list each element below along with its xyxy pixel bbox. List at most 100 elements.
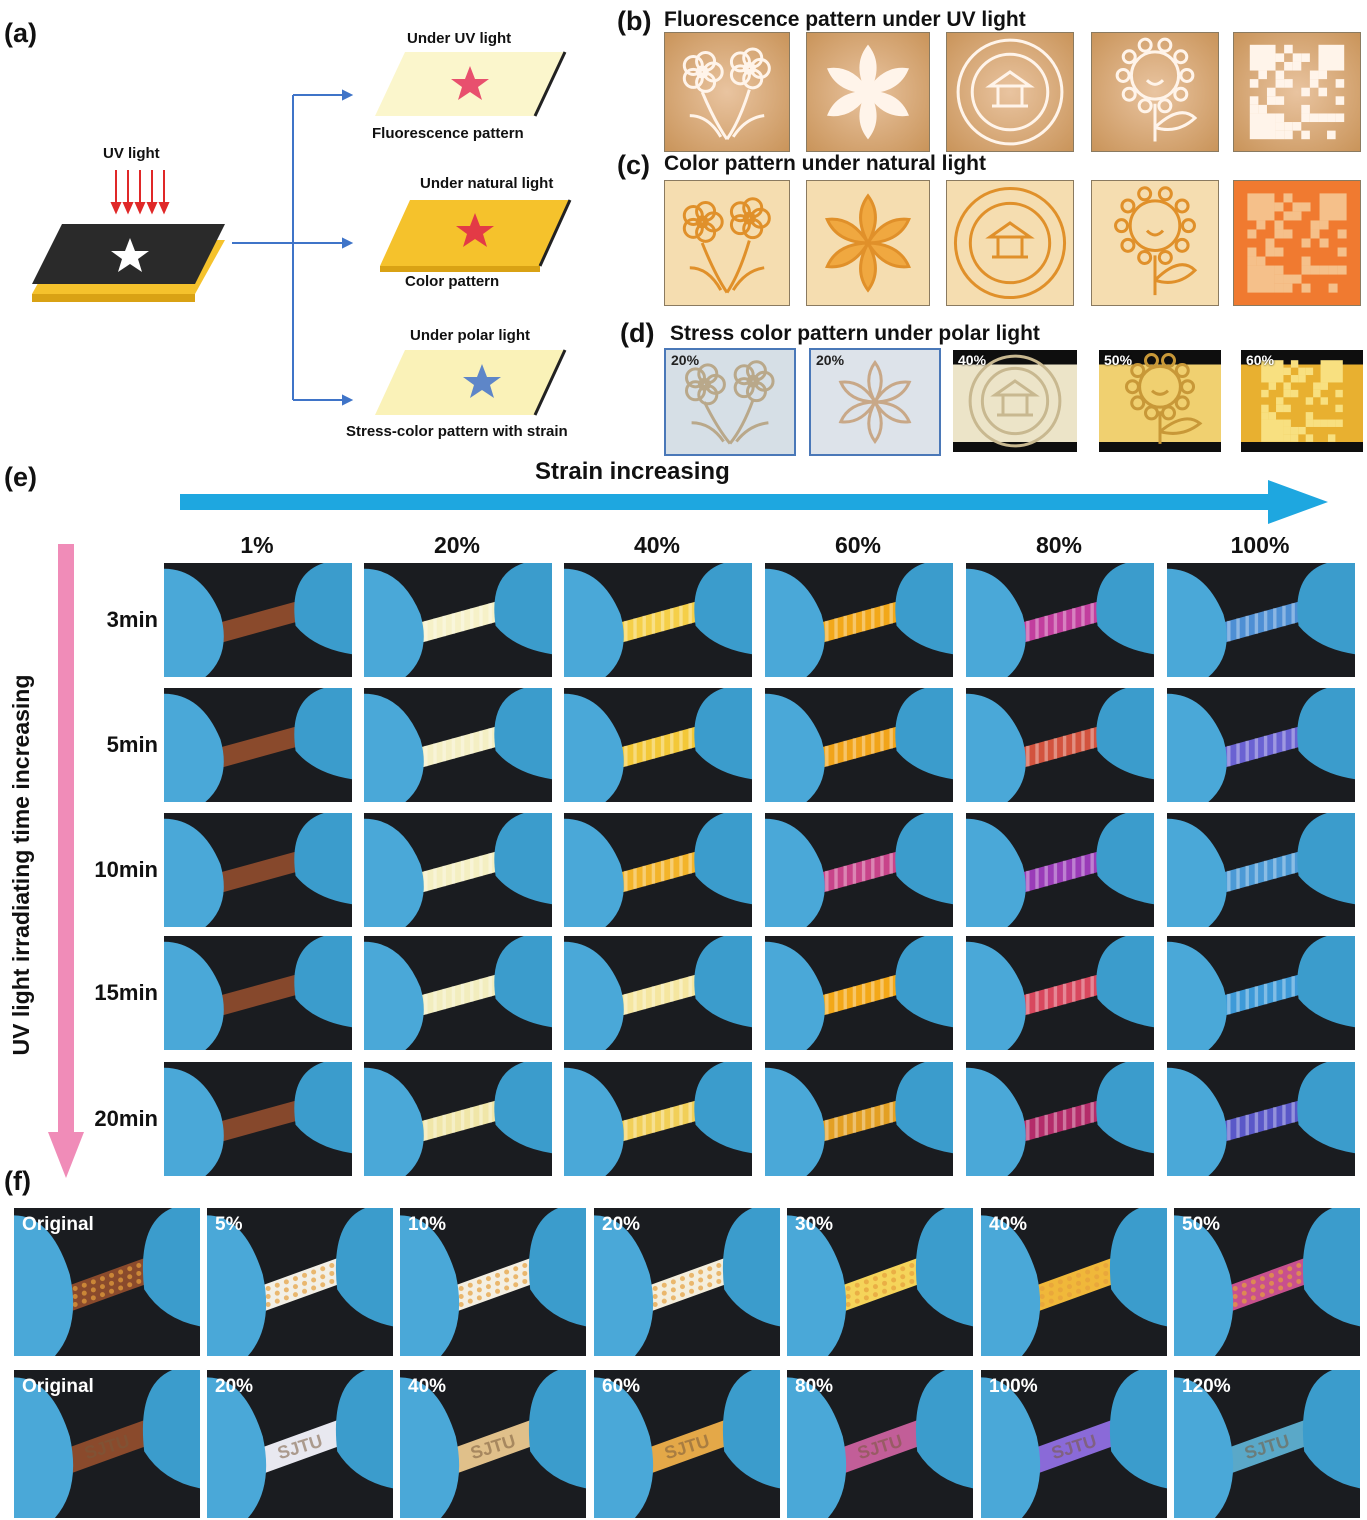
right-glove-icon bbox=[294, 813, 352, 905]
panel-d-title: Stress color pattern under polar light bbox=[670, 322, 1040, 345]
stress-tile-2-strain: 20% bbox=[816, 352, 845, 368]
stress-tile-5: 60% bbox=[1241, 350, 1363, 452]
film-strip bbox=[1219, 725, 1303, 769]
film-strip bbox=[817, 850, 901, 894]
right-glove-icon bbox=[1302, 1208, 1360, 1327]
strain-photo-2-1 bbox=[164, 688, 352, 802]
film-strip bbox=[216, 850, 300, 894]
stretch-photo-2-6: SJTU 100% bbox=[981, 1370, 1167, 1518]
left-glove-icon bbox=[1167, 1067, 1227, 1176]
panel-b-label: (b) bbox=[617, 6, 652, 36]
stress-tile-1: 20% bbox=[664, 348, 796, 456]
stretch-label: Original bbox=[22, 1376, 94, 1397]
strain-photo-1-2 bbox=[364, 563, 552, 677]
time-row-1: 3min bbox=[106, 607, 158, 632]
strain-photo-1-5 bbox=[966, 563, 1154, 677]
stretch-label: 30% bbox=[795, 1214, 834, 1235]
right-glove-icon bbox=[142, 1208, 200, 1327]
right-glove-icon bbox=[694, 1062, 752, 1154]
stretch-label: 80% bbox=[795, 1376, 834, 1397]
strain-photo-2-6 bbox=[1167, 688, 1355, 802]
strain-photo-3-2 bbox=[364, 813, 552, 927]
left-glove-icon bbox=[400, 1215, 460, 1356]
strain-column-2: 20% bbox=[433, 532, 481, 558]
polar-plate-top-label: Under polar light bbox=[410, 327, 530, 344]
panel-e-label: (e) bbox=[4, 462, 37, 492]
polar-plate-bottom-label: Stress-color pattern with strain bbox=[346, 423, 568, 440]
right-glove-icon bbox=[915, 1208, 973, 1327]
panel-f-label: (f) bbox=[4, 1166, 31, 1196]
left-glove-icon bbox=[564, 568, 624, 677]
left-glove-icon bbox=[765, 1067, 825, 1176]
left-glove-icon bbox=[164, 941, 224, 1050]
left-glove-icon bbox=[765, 941, 825, 1050]
left-glove-icon bbox=[981, 1215, 1041, 1356]
right-glove-icon bbox=[1109, 1208, 1167, 1327]
stretch-photo-1-1: Original bbox=[14, 1208, 200, 1356]
panel-a-label: (a) bbox=[4, 18, 37, 48]
stretch-label: 120% bbox=[1182, 1376, 1231, 1397]
strain-column-5: 80% bbox=[1035, 532, 1083, 558]
film-strip bbox=[1018, 725, 1102, 769]
strain-column-1: 1% bbox=[240, 532, 274, 558]
strain-photo-4-5 bbox=[966, 936, 1154, 1050]
color-pattern-tile-2 bbox=[806, 180, 930, 306]
right-glove-icon bbox=[722, 1370, 780, 1489]
film-strip bbox=[66, 1418, 148, 1476]
film-strip bbox=[216, 973, 300, 1017]
fluorescence-tile-3 bbox=[946, 32, 1074, 152]
natural-plate-bottom-label: Color pattern bbox=[405, 273, 500, 290]
uv-plate-icon bbox=[375, 51, 567, 117]
stretch-label: 50% bbox=[1182, 1214, 1221, 1235]
film-strip bbox=[66, 1256, 148, 1314]
left-glove-icon bbox=[14, 1215, 74, 1356]
right-glove-icon bbox=[1096, 688, 1154, 780]
left-glove-icon bbox=[966, 818, 1026, 927]
film-strip bbox=[839, 1256, 921, 1314]
masked-film-icon bbox=[32, 224, 225, 302]
left-glove-icon bbox=[981, 1377, 1041, 1518]
strain-photo-1-6 bbox=[1167, 563, 1355, 677]
right-glove-icon bbox=[294, 936, 352, 1028]
left-glove-icon bbox=[1167, 941, 1227, 1050]
film-strip bbox=[1219, 850, 1303, 894]
right-glove-icon bbox=[294, 688, 352, 780]
strain-photo-1-4 bbox=[765, 563, 953, 677]
smiley-flower-icon bbox=[1124, 353, 1203, 444]
time-arrow-label: UV light irradiating time increasing bbox=[8, 674, 34, 1056]
stress-tile-3-strain: 40% bbox=[958, 352, 987, 368]
left-glove-icon bbox=[1167, 568, 1227, 677]
left-glove-icon bbox=[966, 1067, 1026, 1176]
right-glove-icon bbox=[494, 688, 552, 780]
stretch-label: 40% bbox=[408, 1376, 447, 1397]
right-glove-icon bbox=[1297, 813, 1355, 905]
time-row-5: 20min bbox=[94, 1106, 158, 1131]
left-glove-icon bbox=[564, 941, 624, 1050]
strain-column-3: 40% bbox=[633, 532, 681, 558]
strain-photo-5-5 bbox=[966, 1062, 1154, 1176]
film-strip bbox=[616, 850, 700, 894]
film-strip bbox=[259, 1418, 341, 1476]
strain-photo-4-4 bbox=[765, 936, 953, 1050]
left-glove-icon bbox=[207, 1215, 267, 1356]
film-strip bbox=[416, 1099, 500, 1143]
stretch-photo-1-6: 40% bbox=[981, 1208, 1167, 1356]
color-pattern-tile-4 bbox=[1091, 180, 1219, 306]
fluorescence-tile-5 bbox=[1233, 32, 1361, 152]
fluorescence-tile-4 bbox=[1091, 32, 1219, 152]
panel-c-title: Color pattern under natural light bbox=[664, 152, 987, 175]
stress-tile-3: 40% bbox=[953, 350, 1077, 452]
left-glove-icon bbox=[364, 818, 424, 927]
panel-a-schematic: UV light bbox=[0, 0, 660, 460]
stretch-label: 10% bbox=[408, 1214, 447, 1235]
stress-tile-4: 50% bbox=[1099, 350, 1221, 452]
strain-photo-3-4 bbox=[765, 813, 953, 927]
stretch-label: 100% bbox=[989, 1376, 1038, 1397]
strain-photo-5-4 bbox=[765, 1062, 953, 1176]
stretch-photo-1-4: 20% bbox=[594, 1208, 780, 1356]
strain-arrow-label: Strain increasing bbox=[535, 458, 730, 485]
right-glove-icon bbox=[694, 936, 752, 1028]
strain-photo-4-1 bbox=[164, 936, 352, 1050]
left-glove-icon bbox=[564, 1067, 624, 1176]
film-strip bbox=[616, 1099, 700, 1143]
